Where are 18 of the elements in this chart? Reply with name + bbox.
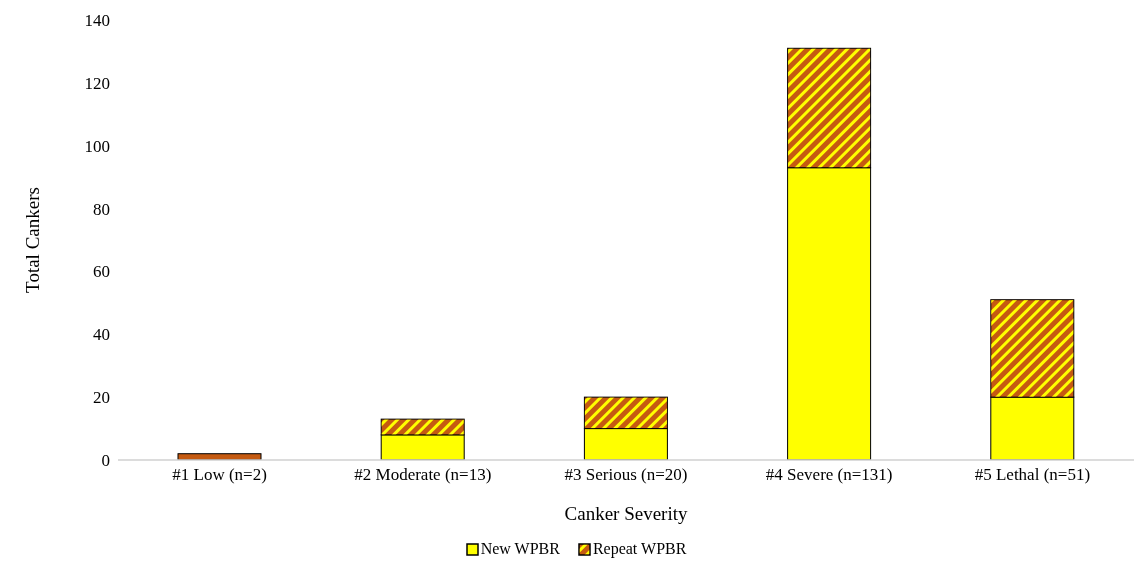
legend-label: Repeat WPBR bbox=[591, 540, 687, 558]
x-axis-title: Canker Severity bbox=[564, 503, 688, 524]
y-tick-label: 40 bbox=[93, 325, 110, 345]
y-tick-label: 100 bbox=[84, 136, 110, 156]
y-tick-label: 80 bbox=[93, 199, 110, 219]
y-axis-title: Total Cankers bbox=[21, 187, 43, 293]
x-tick-label: #4 Severe (n=131) bbox=[765, 465, 893, 485]
y-tick-label: 20 bbox=[93, 388, 110, 408]
x-tick-label: #3 Serious (n=20) bbox=[564, 465, 688, 485]
legend-label: New WPBR bbox=[479, 540, 560, 558]
x-tick-label: #5 Lethal (n=51) bbox=[974, 465, 1091, 485]
x-tick-label: #1 Low (n=2) bbox=[172, 465, 267, 485]
y-tick-label: 0 bbox=[101, 451, 110, 471]
y-tick-label: 120 bbox=[84, 73, 110, 93]
bar bbox=[177, 453, 262, 460]
y-tick-label: 60 bbox=[93, 262, 110, 282]
x-tick-label: #2 Moderate (n=13) bbox=[354, 465, 492, 485]
y-tick-label: 140 bbox=[84, 11, 110, 31]
